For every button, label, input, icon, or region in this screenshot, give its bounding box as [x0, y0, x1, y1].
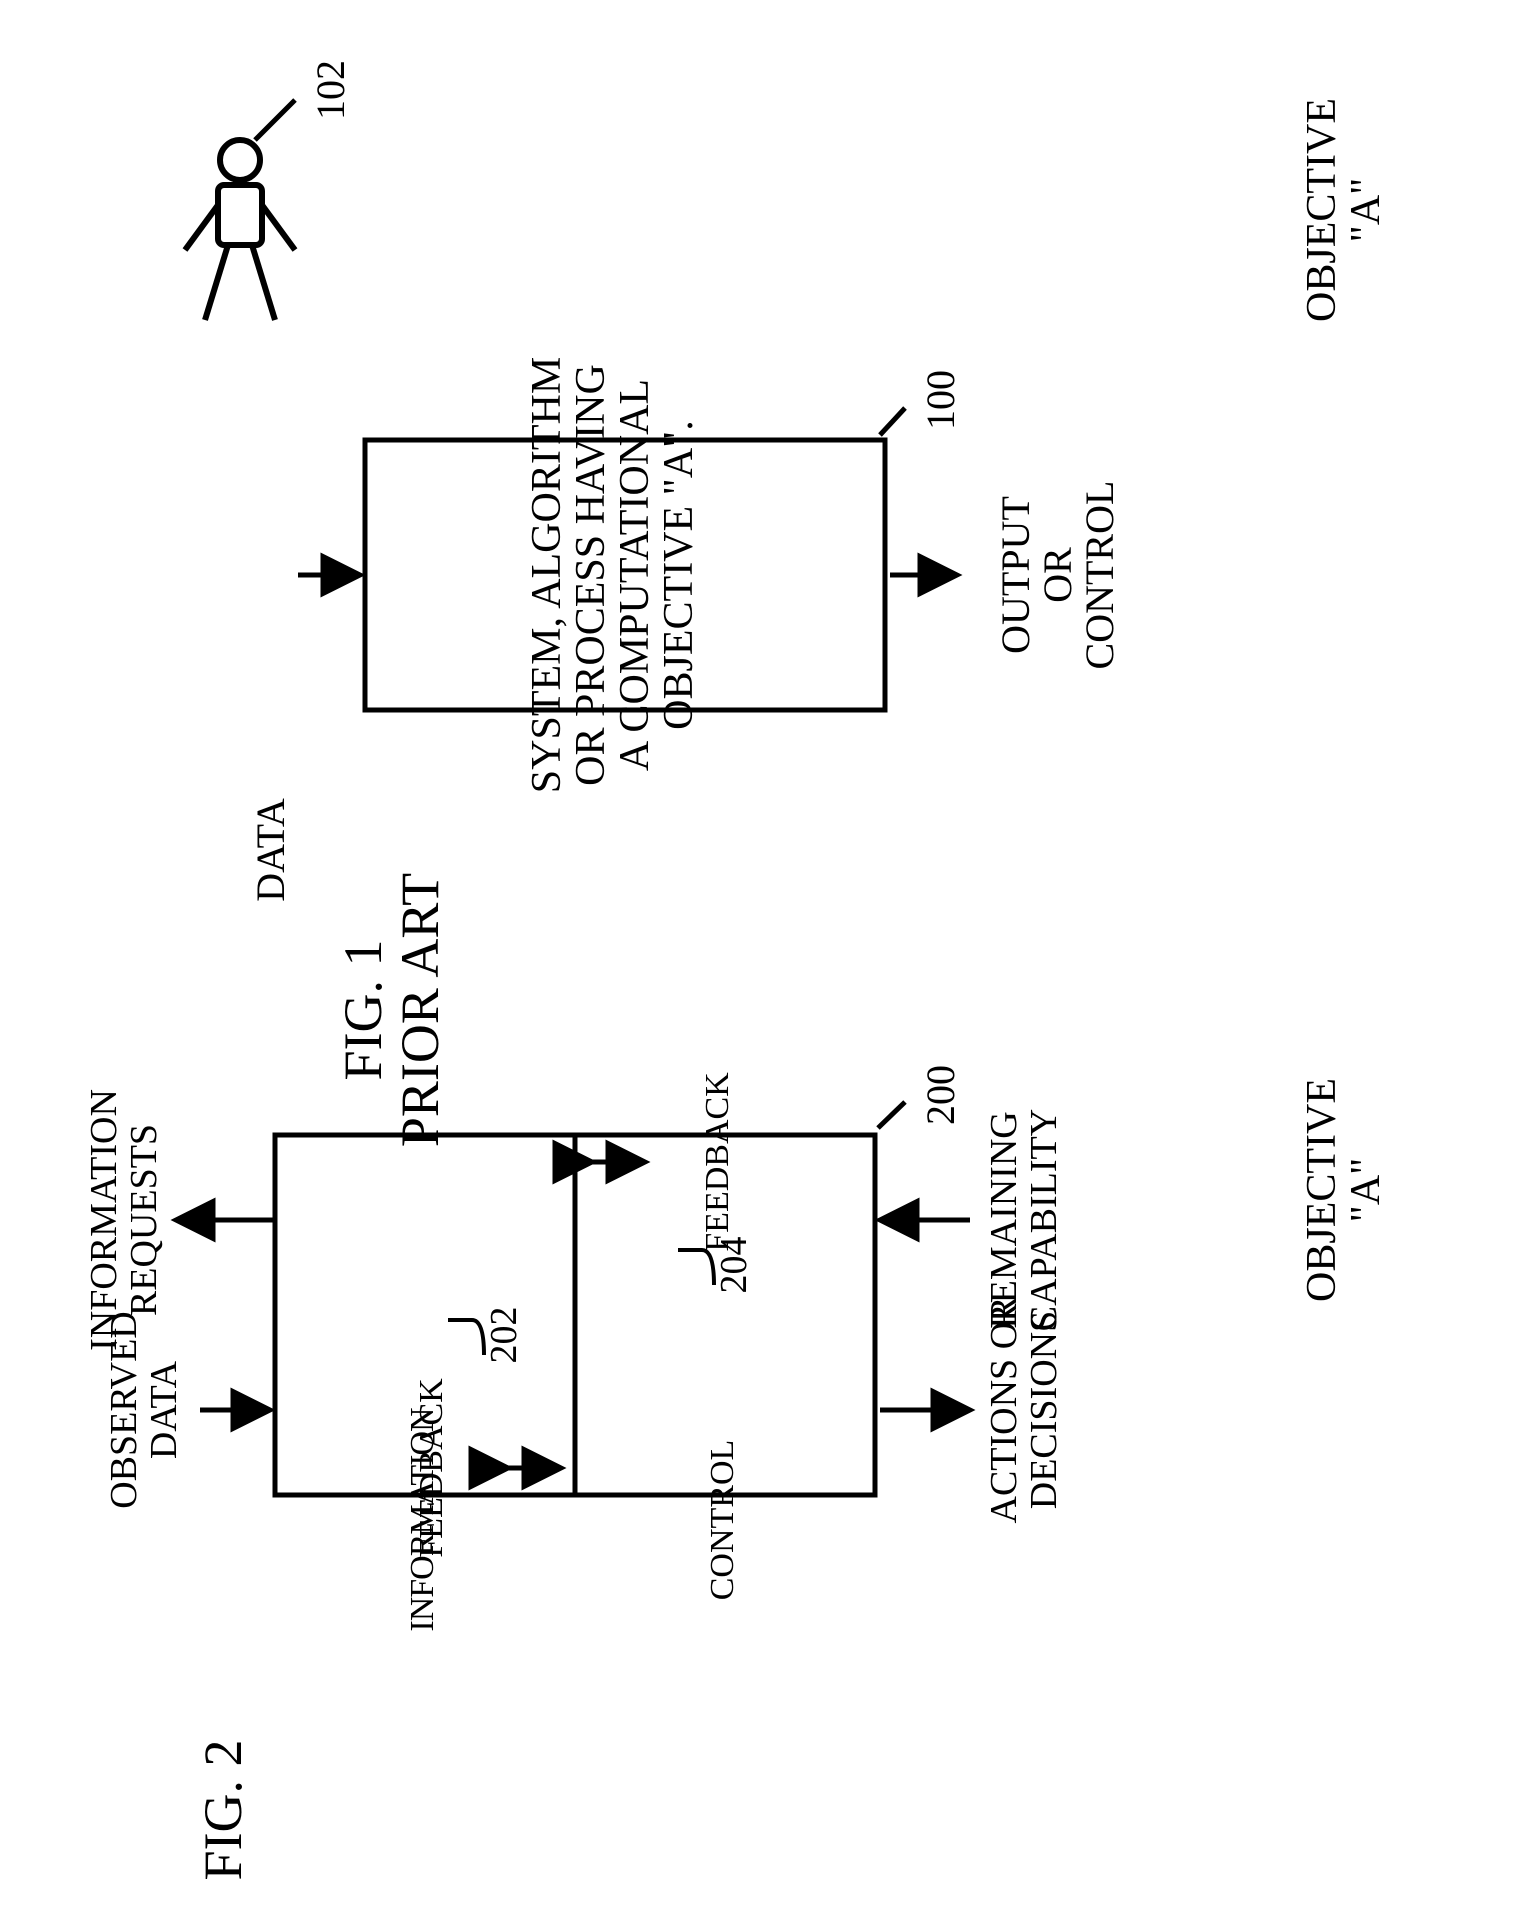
fig2-title: FIG. 2: [195, 1700, 265, 1920]
fig1-box-label: SYSTEM, ALGORITHM OR PROCESS HAVING A CO…: [525, 335, 725, 815]
fig1-output-label: OUTPUT OR CONTROL: [995, 465, 1135, 685]
fig2-control-label: CONTROL: [705, 1420, 745, 1620]
ref-202: 202: [485, 1295, 525, 1375]
ref-100: 100: [920, 360, 960, 440]
fig1-objective-label: OBJECTIVE "A": [1300, 90, 1400, 330]
fig2-feedback-bottom: FEEDBACK: [414, 1368, 450, 1568]
fig2-feedback-top: FEEDBACK: [700, 1062, 736, 1262]
fig1-title: FIG. 1 PRIOR ART: [335, 850, 465, 1170]
ref-102: 102: [310, 50, 350, 130]
fig2-actions: ACTIONS OR DECISIONS: [985, 1280, 1075, 1540]
fig2-objective-label: OBJECTIVE "A": [1300, 1070, 1400, 1310]
fig1-data-label: DATA: [250, 780, 290, 920]
fig2-observed-data: OBSERVED DATA: [105, 1290, 195, 1530]
ref-200: 200: [920, 1055, 960, 1135]
diagram-canvas: 102 100 SYSTEM, ALGORITHM OR PROCESS HAV…: [0, 0, 1531, 1905]
person-icon: [170, 130, 310, 350]
